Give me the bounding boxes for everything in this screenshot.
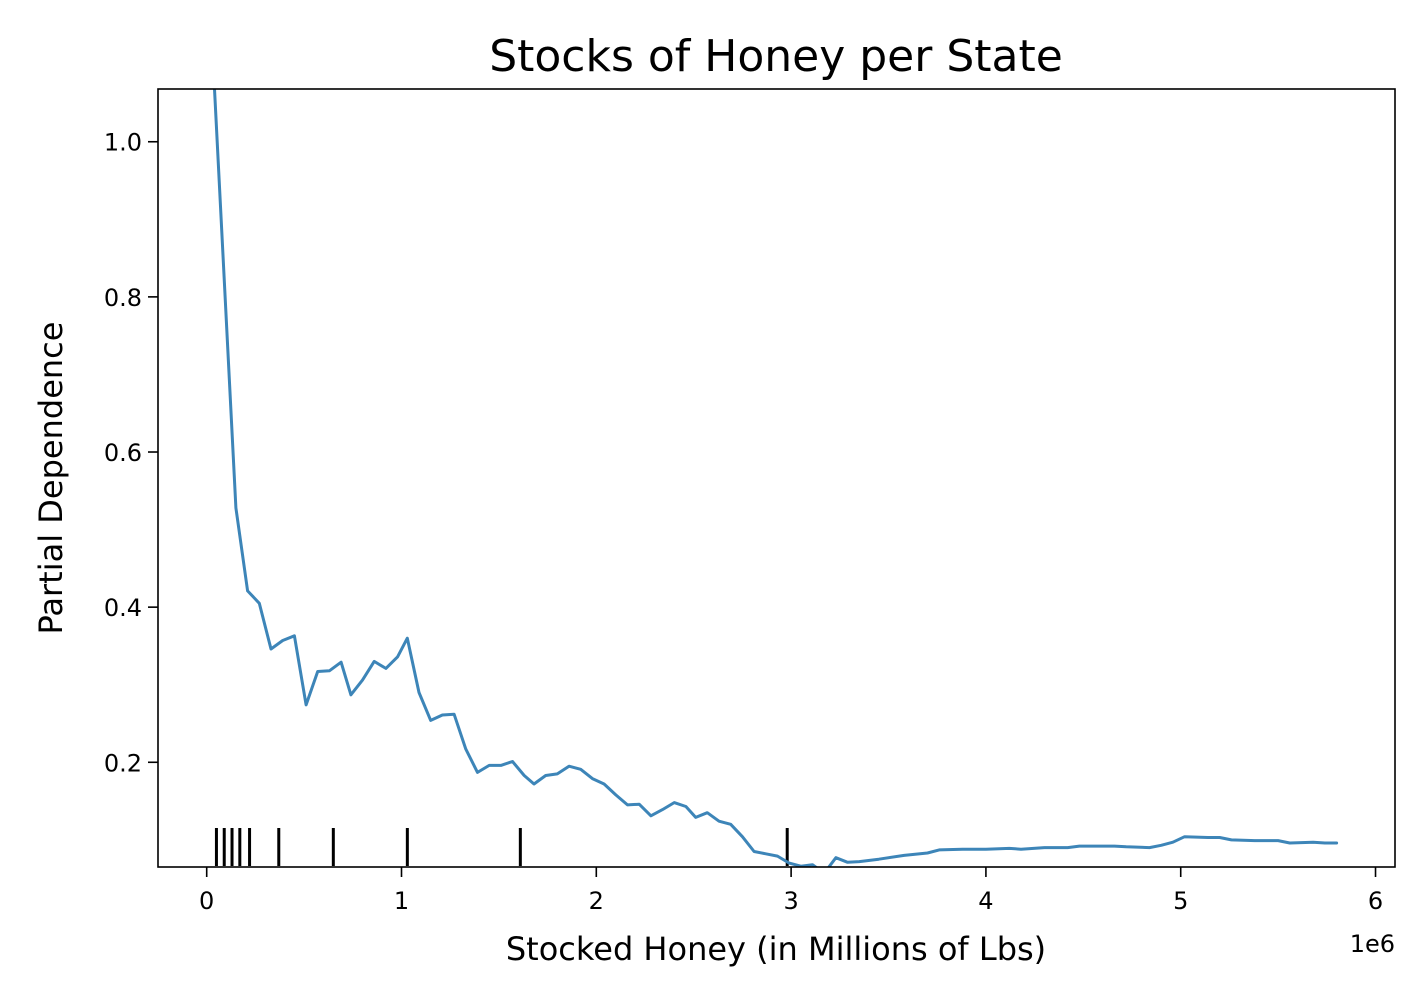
x-tick-label: 4 xyxy=(978,887,993,915)
y-tick-label: 0.8 xyxy=(104,284,142,312)
y-tick-label: 0.4 xyxy=(104,594,142,622)
plot-frame xyxy=(157,88,1396,868)
x-tick-label: 2 xyxy=(589,887,604,915)
y-tick-label: 0.2 xyxy=(104,749,142,777)
y-axis-label: Partial Dependence xyxy=(32,322,70,635)
x-tick-label: 6 xyxy=(1368,887,1383,915)
y-tick-label: 1.0 xyxy=(104,129,142,157)
rug-marks xyxy=(214,828,789,866)
y-tick-label: 0.6 xyxy=(104,439,142,467)
x-axis-label: Stocked Honey (in Millions of Lbs) xyxy=(506,930,1046,968)
series-line xyxy=(213,89,1339,867)
x-tick-label: 1 xyxy=(394,887,409,915)
x-axis-ticks: 0 1 2 3 4 5 6 xyxy=(199,867,1383,915)
x-tick-label: 0 xyxy=(199,887,214,915)
y-axis-ticks: 0.2 0.4 0.6 0.8 1.0 xyxy=(104,129,158,777)
chart-title: Stocks of Honey per State xyxy=(489,31,1063,82)
x-tick-label: 3 xyxy=(783,887,798,915)
x-axis-offset-label: 1e6 xyxy=(1350,930,1395,958)
x-tick-label: 5 xyxy=(1173,887,1188,915)
